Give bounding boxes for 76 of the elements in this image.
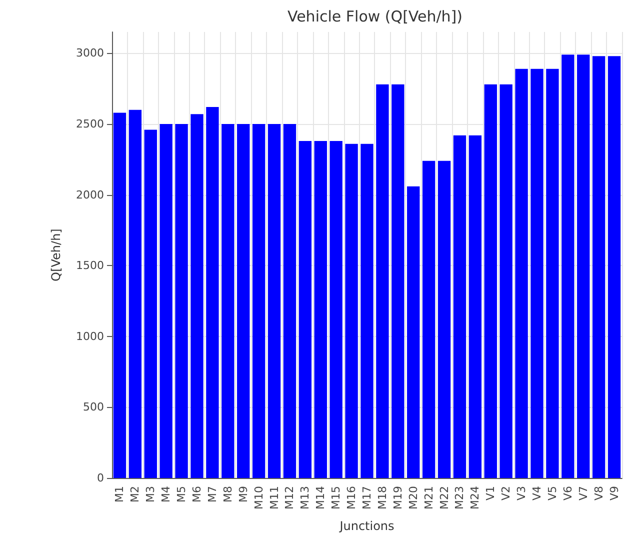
bar: [592, 56, 606, 478]
bar: [237, 124, 250, 478]
bar: [175, 124, 188, 478]
x-tick-label: M3: [144, 486, 158, 502]
x-tick-label: M16: [345, 486, 358, 510]
x-tick-label: V2: [500, 486, 513, 501]
bar: [298, 141, 312, 478]
x-tick-label: M23: [453, 486, 466, 510]
bar: [222, 124, 234, 478]
bar: [562, 54, 574, 478]
x-tick-label: M5: [175, 486, 188, 502]
bar: [330, 141, 342, 478]
bar: [376, 84, 389, 478]
x-tick-label: M12: [283, 486, 296, 510]
y-tick-label: 1000: [76, 330, 104, 343]
x-tick-label: M17: [360, 486, 374, 510]
bar: [546, 68, 559, 478]
bar: [268, 124, 281, 478]
bar: [407, 186, 420, 478]
x-tick-label: M11: [268, 486, 281, 510]
y-tick-label: 500: [83, 400, 104, 414]
y-tick-label: 3000: [76, 46, 104, 60]
bar: [530, 68, 544, 478]
bar: [144, 130, 157, 478]
x-tick-label: V9: [608, 486, 621, 501]
x-tick-label: M9: [236, 486, 250, 502]
x-tick-label: M22: [438, 486, 451, 510]
bar: [190, 114, 204, 478]
x-tick-label: M21: [422, 486, 436, 510]
y-tick-label: 2500: [76, 118, 104, 131]
bar: [360, 144, 374, 478]
x-tick-label: M8: [221, 486, 234, 502]
bar: [422, 160, 436, 478]
x-tick-label: M10: [252, 486, 266, 510]
x-tick-label: M24: [468, 486, 482, 510]
bar: [484, 84, 497, 478]
x-tick-label: M15: [330, 486, 343, 510]
x-tick-label: M6: [190, 486, 204, 502]
y-axis-title: Q[Veh/h]: [49, 228, 63, 282]
bar: [453, 135, 466, 478]
bar: [160, 124, 172, 478]
x-tick-label: M20: [406, 486, 420, 510]
x-tick-label: V8: [592, 486, 606, 501]
y-tick-label: 0: [97, 472, 104, 484]
bar: [206, 107, 219, 478]
bar: [577, 54, 590, 478]
x-tick-label: M18: [376, 486, 389, 510]
x-tick-label: V1: [484, 486, 498, 501]
x-tick-label: V4: [530, 486, 544, 501]
bar: [608, 56, 621, 478]
bar: [345, 144, 358, 478]
x-tick-label: M13: [298, 486, 312, 510]
x-tick-label: V7: [576, 486, 590, 501]
x-tick-label: M7: [206, 486, 219, 502]
x-tick-label: M4: [160, 486, 173, 502]
bar: [283, 124, 296, 478]
bar: [438, 160, 451, 478]
bar: [128, 110, 142, 478]
bar: [468, 135, 482, 478]
x-tick-label: V3: [515, 486, 528, 501]
bar: [392, 84, 404, 478]
x-tick-label: M14: [314, 486, 328, 510]
bar: [113, 112, 126, 478]
x-tick-label: M2: [128, 486, 142, 502]
bar: [515, 68, 528, 478]
bar: [314, 141, 327, 478]
x-tick-label: M1: [113, 486, 126, 502]
x-tick-label: M19: [391, 486, 404, 510]
x-tick-label: V6: [561, 486, 574, 501]
chart-title: Vehicle Flow (Q[Veh/h]): [287, 8, 463, 26]
y-tick-label: 1500: [76, 259, 104, 272]
x-axis-title: Junctions: [338, 519, 394, 533]
x-tick-label: V5: [546, 486, 559, 501]
y-tick-label: 2000: [76, 188, 104, 202]
bar: [252, 124, 266, 478]
bar: [500, 84, 512, 478]
